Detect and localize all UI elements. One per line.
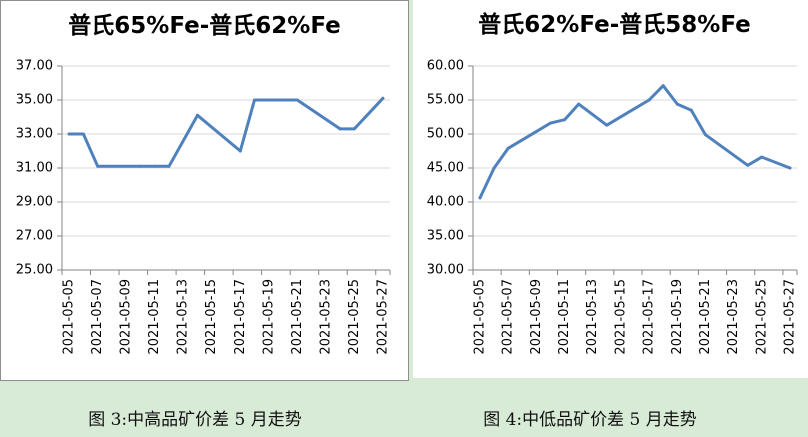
x-tick-label: 2021-05-25 bbox=[754, 279, 769, 355]
data-point bbox=[746, 163, 750, 167]
y-tick-label: 37.00 bbox=[16, 59, 53, 74]
data-point bbox=[703, 133, 707, 137]
x-tick-label: 2021-05-15 bbox=[613, 279, 628, 355]
data-point bbox=[138, 164, 142, 168]
data-point bbox=[167, 164, 171, 168]
x-tick-label: 2021-05-05 bbox=[473, 279, 488, 355]
data-point bbox=[760, 155, 764, 159]
data-point bbox=[788, 166, 792, 170]
figure-caption: 图 3:中高品矿价差 5 月走势 bbox=[88, 410, 302, 430]
data-point bbox=[253, 98, 257, 102]
data-point bbox=[647, 98, 651, 102]
x-tick-label: 2021-05-19 bbox=[670, 279, 685, 355]
data-point bbox=[506, 146, 510, 150]
x-tick-label: 2021-05-21 bbox=[698, 279, 713, 355]
y-tick-label: 45.00 bbox=[427, 161, 464, 176]
data-point bbox=[689, 108, 693, 112]
y-tick-label: 27.00 bbox=[16, 229, 53, 244]
y-tick-label: 55.00 bbox=[427, 93, 464, 108]
x-tick-label: 2021-05-13 bbox=[585, 279, 600, 355]
y-tick-label: 35.00 bbox=[16, 93, 53, 108]
data-point bbox=[563, 118, 567, 122]
data-point bbox=[548, 121, 552, 125]
y-tick-label: 25.00 bbox=[16, 263, 53, 278]
figure-caption: 图 4:中低品矿价差 5 月走势 bbox=[483, 410, 697, 430]
chart-title: 普氏62%Fe-普氏58%Fe bbox=[478, 12, 751, 38]
y-tick-label: 31.00 bbox=[16, 161, 53, 176]
data-point bbox=[661, 84, 665, 88]
data-point bbox=[267, 98, 271, 102]
x-tick-label: 2021-05-13 bbox=[176, 279, 191, 355]
y-tick-label: 35.00 bbox=[427, 229, 464, 244]
chart-panel-right: 普氏62%Fe-普氏58%Fe 30.00 35.00 40.00 45.00 50.0… bbox=[413, 0, 808, 378]
data-point bbox=[96, 164, 100, 168]
data-point bbox=[577, 102, 581, 106]
x-tick-label: 2021-05-17 bbox=[233, 279, 248, 355]
x-tick-label: 2021-05-23 bbox=[318, 279, 333, 355]
data-point bbox=[605, 123, 609, 127]
x-tick-label: 2021-05-07 bbox=[501, 279, 516, 355]
y-tick-label: 30.00 bbox=[427, 263, 464, 278]
x-tick-label: 2021-05-23 bbox=[726, 279, 741, 355]
x-tick-label: 2021-05-07 bbox=[90, 279, 105, 355]
data-point bbox=[295, 98, 299, 102]
data-point bbox=[153, 164, 157, 168]
y-tick-label: 50.00 bbox=[427, 127, 464, 142]
data-point bbox=[492, 166, 496, 170]
data-point bbox=[238, 149, 242, 153]
series-line bbox=[478, 84, 792, 200]
y-tick-label: 40.00 bbox=[427, 195, 464, 210]
data-point bbox=[381, 96, 385, 100]
data-point bbox=[81, 132, 85, 136]
chart-panel-left: 普氏65%Fe-普氏62%Fe 25.00 27.00 29.00 31.00 33.0… bbox=[0, 0, 409, 381]
series-line bbox=[67, 96, 385, 168]
x-tick-label: 2021-05-05 bbox=[62, 279, 77, 355]
x-tick-label: 2021-05-19 bbox=[261, 279, 276, 355]
line-chart-mid-low-spread: 30.00 35.00 40.00 45.00 50.00 55.00 60.00 2021-… bbox=[427, 59, 798, 355]
data-point bbox=[478, 196, 482, 200]
x-tick-label: 2021-05-09 bbox=[119, 279, 134, 355]
data-point bbox=[67, 132, 71, 136]
y-tick-label: 60.00 bbox=[427, 59, 464, 74]
x-tick-label: 2021-05-15 bbox=[204, 279, 219, 355]
x-tick-label: 2021-05-25 bbox=[347, 279, 362, 355]
x-tick-label: 2021-05-17 bbox=[642, 279, 657, 355]
data-point bbox=[352, 127, 356, 131]
y-tick-label: 33.00 bbox=[16, 127, 53, 142]
data-point bbox=[195, 113, 199, 117]
x-tick-label: 2021-05-11 bbox=[147, 279, 162, 355]
x-tick-label: 2021-05-27 bbox=[782, 279, 797, 355]
data-point bbox=[338, 127, 342, 131]
line-chart-high-mid-spread: 25.00 27.00 29.00 31.00 33.00 35.00 37.00 2021-… bbox=[16, 59, 391, 355]
x-tick-label: 2021-05-11 bbox=[557, 279, 572, 355]
x-tick-label: 2021-05-27 bbox=[375, 279, 390, 355]
data-point bbox=[281, 98, 285, 102]
data-point bbox=[675, 102, 679, 106]
x-tick-label: 2021-05-09 bbox=[529, 279, 544, 355]
y-tick-label: 29.00 bbox=[16, 195, 53, 210]
x-tick-label: 2021-05-21 bbox=[290, 279, 305, 355]
chart-title: 普氏65%Fe-普氏62%Fe bbox=[68, 13, 341, 39]
